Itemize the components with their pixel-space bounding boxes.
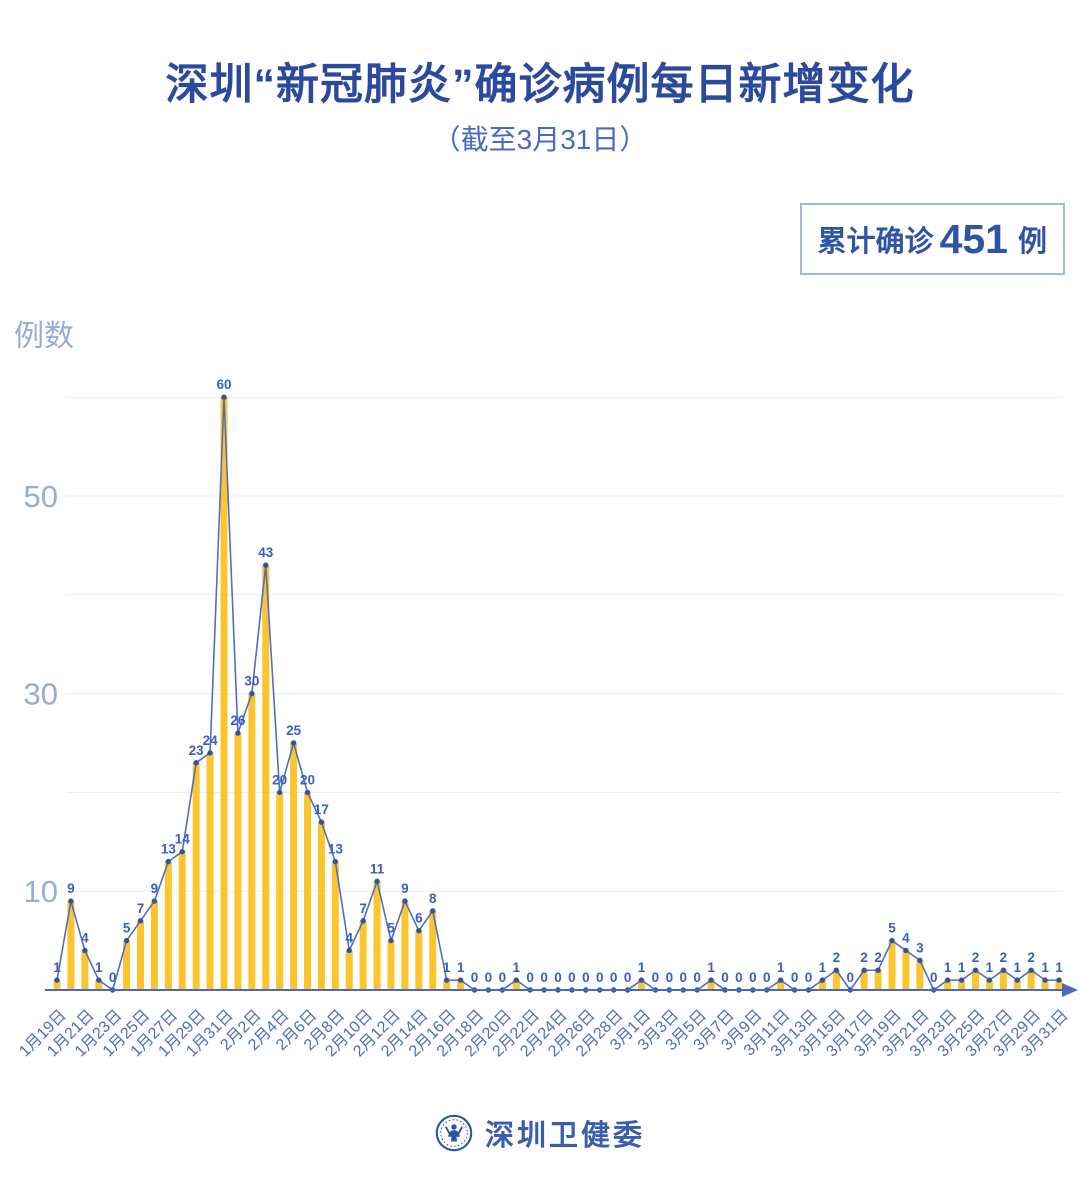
svg-text:1: 1 [819, 960, 827, 975]
svg-text:4: 4 [902, 930, 910, 945]
svg-text:2: 2 [972, 950, 980, 965]
svg-text:5: 5 [888, 921, 896, 936]
svg-text:0: 0 [652, 970, 660, 985]
y-axis-title: 例数 [14, 320, 74, 353]
svg-text:23: 23 [189, 743, 205, 758]
svg-text:0: 0 [693, 970, 701, 985]
svg-text:6: 6 [415, 911, 423, 926]
svg-text:0: 0 [554, 970, 562, 985]
svg-text:26: 26 [230, 713, 246, 728]
svg-text:1: 1 [638, 960, 646, 975]
svg-text:4: 4 [345, 930, 353, 945]
svg-text:0: 0 [846, 970, 854, 985]
svg-text:1: 1 [986, 960, 994, 975]
svg-text:1: 1 [457, 960, 465, 975]
svg-text:8: 8 [429, 891, 437, 906]
svg-text:13: 13 [328, 842, 344, 857]
svg-text:25: 25 [286, 723, 302, 738]
svg-text:1: 1 [944, 960, 952, 975]
svg-text:5: 5 [387, 921, 395, 936]
svg-text:0: 0 [596, 970, 604, 985]
svg-text:43: 43 [258, 545, 274, 560]
svg-text:0: 0 [805, 970, 813, 985]
svg-text:0: 0 [721, 970, 729, 985]
svg-text:0: 0 [499, 970, 507, 985]
svg-text:9: 9 [67, 881, 75, 896]
chart-subtitle: （截至3月31日） [432, 124, 648, 155]
svg-text:1: 1 [777, 960, 785, 975]
svg-text:0: 0 [540, 970, 548, 985]
svg-text:14: 14 [175, 832, 191, 847]
svg-text:13: 13 [161, 842, 177, 857]
svg-text:0: 0 [666, 970, 674, 985]
svg-text:1: 1 [443, 960, 451, 975]
x-axis [45, 983, 1078, 997]
bars [53, 397, 1063, 990]
svg-text:50: 50 [24, 479, 58, 514]
svg-text:0: 0 [791, 970, 799, 985]
badge-unit: 例 [1017, 226, 1047, 258]
svg-text:1: 1 [958, 960, 966, 975]
svg-text:1: 1 [512, 960, 520, 975]
footer-org-name: 深圳卫健委 [484, 1120, 645, 1152]
cumulative-total-badge: 累计确诊 451 例 [799, 203, 1065, 275]
svg-text:0: 0 [624, 970, 632, 985]
chart-title: 深圳“新冠肺炎”确诊病例每日新增变化 [165, 61, 915, 109]
svg-text:20: 20 [272, 772, 287, 787]
svg-text:30: 30 [244, 674, 259, 689]
svg-text:17: 17 [314, 802, 329, 817]
y-axis-labels: 例数 10 30 50 [14, 320, 74, 909]
svg-text:0: 0 [526, 970, 534, 985]
svg-text:20: 20 [300, 772, 315, 787]
svg-text:3: 3 [916, 940, 924, 955]
badge-value: 451 [939, 215, 1008, 262]
point-markers [54, 394, 1062, 993]
svg-text:1: 1 [707, 960, 715, 975]
svg-text:30: 30 [24, 677, 58, 712]
svg-text:0: 0 [568, 970, 576, 985]
svg-text:60: 60 [216, 377, 231, 392]
svg-text:0: 0 [763, 970, 771, 985]
x-axis-labels: 1月19日1月21日1月23日1月25日1月27日1月29日1月31日2月2日2… [16, 1007, 1072, 1061]
svg-text:0: 0 [930, 970, 938, 985]
svg-text:0: 0 [735, 970, 743, 985]
svg-text:11: 11 [370, 861, 385, 876]
badge-label: 累计确诊 [817, 226, 934, 258]
svg-text:2: 2 [874, 950, 882, 965]
svg-text:0: 0 [485, 970, 493, 985]
shenzhen-health-commission-logo-icon [435, 1114, 473, 1152]
svg-text:1: 1 [95, 960, 103, 975]
svg-text:0: 0 [109, 970, 117, 985]
svg-text:2: 2 [860, 950, 868, 965]
daily-new-cases-chart: 例数10305019410579131423246026304320252017… [14, 320, 1078, 1061]
svg-text:2: 2 [833, 950, 841, 965]
data-labels: 1941057913142324602630432025201713471159… [53, 377, 1063, 985]
svg-text:5: 5 [123, 921, 131, 936]
svg-text:1: 1 [53, 960, 61, 975]
svg-text:0: 0 [610, 970, 618, 985]
svg-text:1: 1 [1041, 960, 1049, 975]
svg-text:0: 0 [749, 970, 757, 985]
svg-text:7: 7 [137, 901, 145, 916]
svg-text:9: 9 [151, 881, 159, 896]
svg-text:2: 2 [1000, 950, 1008, 965]
svg-text:7: 7 [359, 901, 367, 916]
svg-text:9: 9 [401, 881, 409, 896]
footer: 深圳卫健委 [0, 1112, 1080, 1154]
svg-text:2: 2 [1027, 950, 1035, 965]
svg-text:10: 10 [24, 874, 58, 909]
svg-text:1: 1 [1013, 960, 1021, 975]
svg-text:0: 0 [471, 970, 479, 985]
svg-text:1: 1 [1055, 960, 1063, 975]
gridlines [66, 396, 1062, 892]
svg-text:4: 4 [81, 930, 89, 945]
svg-text:0: 0 [679, 970, 687, 985]
svg-text:0: 0 [582, 970, 590, 985]
svg-text:24: 24 [203, 733, 219, 748]
